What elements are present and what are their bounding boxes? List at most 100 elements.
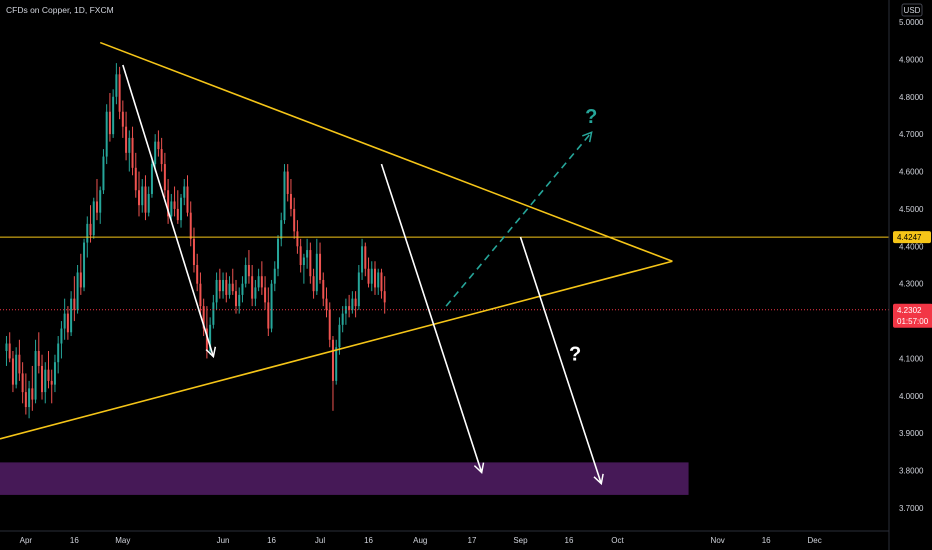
x-tick-label: 16 [267, 536, 276, 545]
level-price-tag-label: 4.4247 [897, 233, 922, 242]
candle-body [170, 201, 173, 217]
candle-layer [5, 63, 386, 419]
current-price-tag-label: 4.2302 [897, 306, 922, 315]
support-zone [0, 462, 689, 495]
candle-body [231, 283, 234, 292]
candle-body [37, 350, 40, 366]
candle-body [50, 380, 53, 385]
drop-arrow-2-head [473, 462, 485, 474]
candle-body [70, 298, 73, 333]
candle-body [53, 362, 56, 385]
candle-body [112, 96, 115, 135]
candle-body [289, 193, 292, 209]
candle-body [370, 268, 373, 284]
candle-body [348, 306, 351, 310]
candle-body [251, 276, 254, 299]
candle-body [312, 276, 315, 292]
candle-body [73, 298, 76, 310]
candle-body [283, 171, 286, 221]
candle-body [238, 294, 241, 307]
candle-body [199, 283, 202, 307]
candle-body [15, 354, 18, 385]
candle-body [21, 373, 24, 393]
candle-body [296, 231, 299, 247]
candle-body [121, 111, 124, 127]
candle-body [186, 186, 189, 213]
candle-body [273, 268, 276, 284]
candle-body [192, 238, 195, 265]
x-tick-label: 16 [565, 536, 574, 545]
upper-trendline [99, 41, 673, 263]
y-tick-label: 5.0000 [899, 18, 924, 27]
candle-body [89, 223, 92, 236]
candle-body [335, 347, 338, 381]
candle-body [383, 291, 386, 303]
question-mark-annotation: ? [585, 106, 597, 128]
candle-body [254, 287, 257, 299]
candle-body [189, 212, 192, 239]
candle-body [95, 201, 98, 213]
candle-body [380, 272, 383, 292]
candle-body [357, 272, 360, 307]
candle-body [34, 350, 37, 400]
current-price-tag [893, 303, 932, 328]
candle-body [218, 279, 221, 292]
drop-arrow-3 [519, 236, 603, 484]
candle-body [341, 313, 344, 325]
x-tick-label: Aug [413, 536, 427, 545]
candle-body [57, 343, 60, 363]
x-tick-label: Dec [808, 536, 822, 545]
candle-body [160, 149, 163, 165]
candle-body [241, 283, 244, 295]
y-tick-label: 4.8000 [899, 93, 924, 102]
candle-body [8, 343, 11, 359]
candle-body [128, 137, 131, 153]
x-tick-label: 16 [364, 536, 373, 545]
candle-body [306, 250, 309, 258]
drop-arrow-1-head [205, 346, 217, 359]
candle-body [141, 186, 144, 206]
zone-layer [0, 462, 689, 495]
candle-body [108, 111, 111, 135]
candle-body [315, 253, 318, 292]
projection-arrow-up-head [582, 131, 593, 143]
y-tick-label: 4.9000 [899, 55, 924, 64]
candle-body [144, 186, 147, 213]
candle-body [202, 306, 205, 329]
candle-body [351, 298, 354, 310]
candle-body [328, 309, 331, 340]
candle-body [377, 272, 380, 288]
candle-body [11, 358, 14, 385]
candle-body [63, 313, 66, 329]
candle-body [309, 250, 312, 277]
x-tick-label: 16 [762, 536, 771, 545]
y-tick-label: 4.4000 [899, 242, 924, 251]
candle-body [125, 126, 128, 153]
candle-body [176, 208, 179, 221]
candle-body [41, 365, 44, 393]
candle-body [302, 257, 305, 265]
candle-body [183, 186, 186, 198]
currency-button-label: USD [904, 6, 921, 15]
y-tick-label: 3.7000 [899, 504, 924, 513]
candle-body [225, 279, 228, 295]
candle-body [83, 242, 86, 288]
candle-body [24, 392, 27, 408]
candle-body [267, 302, 270, 329]
candle-body [319, 253, 322, 280]
candle-body [234, 291, 237, 307]
candle-body [173, 201, 176, 209]
candle-body [47, 369, 50, 381]
x-tick-label: 17 [468, 536, 477, 545]
candle-body [222, 279, 225, 292]
candle-body [99, 190, 102, 213]
currency-button[interactable] [901, 3, 923, 17]
candle-body [157, 141, 160, 150]
candle-body [209, 324, 212, 351]
candle-body [86, 223, 89, 243]
y-tick-label: 4.3000 [899, 280, 924, 289]
candle-body [364, 246, 367, 269]
candle-body [180, 197, 183, 221]
